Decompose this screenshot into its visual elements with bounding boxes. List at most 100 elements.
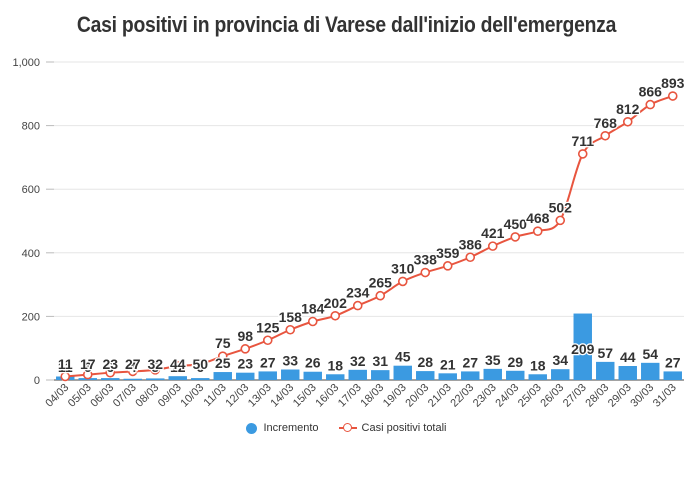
bar [483,368,502,380]
point-value-label: 768 [594,115,618,131]
point-value-label: 17 [80,356,96,372]
line-point [600,130,611,141]
x-tick-label: 16/03 [313,382,341,410]
line-point [622,116,633,127]
bar [641,362,660,380]
line-point [217,351,228,361]
point-value-label: 234 [346,285,370,301]
bar [191,378,210,380]
point-value-label: 265 [369,275,393,291]
x-tick-label: 20/03 [403,382,431,410]
y-tick-label: 800 [22,121,40,133]
x-tick-label: 28/03 [583,382,611,410]
bar [348,369,367,380]
x-tick-label: 12/03 [223,382,251,410]
point-value-label: 184 [301,300,325,316]
line-point [330,310,341,321]
bar-value-label: 29 [507,354,523,370]
x-tick-label: 31/03 [651,382,679,410]
x-tick-label: 06/03 [88,382,116,410]
bar [146,378,165,380]
series-line [65,95,674,378]
x-tick-label: 26/03 [538,382,566,410]
bar [213,372,232,380]
point-value-label: 125 [256,319,280,335]
bar [461,371,480,380]
bar [236,372,255,380]
bar [393,365,412,380]
line-point [195,359,206,369]
line-point [487,241,498,251]
bar-value-label: 27 [260,354,276,370]
point-value-label: 202 [324,295,348,311]
bar-value-label: 34 [552,352,568,368]
bar-value-label: 31 [372,353,388,369]
bar-swatch-icon [246,422,258,434]
line-point [375,290,386,301]
line-point [532,226,543,236]
legend-item-line[interactable]: Casi positivi totali [338,422,447,434]
x-tick-label: 04/03 [43,382,71,410]
x-tick-label: 09/03 [156,382,184,410]
line-series [60,91,678,382]
x-tick-label: 17/03 [336,382,364,410]
bar-value-label: 6 [84,359,92,375]
line-swatch-icon [338,422,357,434]
x-tick-label: 10/03 [178,382,206,410]
bar-value-label: 45 [395,349,411,365]
line-point [240,344,251,354]
bar [551,369,570,380]
y-tick-label: 0 [34,375,40,387]
bar-value-label: 32 [350,353,366,369]
point-value-label: 338 [414,252,438,268]
bar-value-label: 21 [440,356,456,372]
bar-value-label: 4 [129,359,137,375]
bar-value-label: 12 [170,359,186,375]
bar [123,378,142,380]
line-point [172,361,183,371]
bar-value-label: 27 [462,354,478,370]
bar-value-label: 18 [327,357,343,373]
point-value-label: 75 [215,335,231,351]
line-point [150,365,161,375]
point-value-label: 44 [170,356,186,372]
bar-value-label: 33 [282,353,298,369]
x-tick-label: 29/03 [606,382,634,410]
x-tick-label: 22/03 [448,382,476,410]
x-tick-label: 18/03 [358,382,386,410]
line-point [442,261,453,271]
chart-title: Casi positivi in provincia di Varese dal… [76,12,617,37]
bar [258,371,277,380]
y-tick-label: 600 [22,184,40,196]
x-tick-label: 15/03 [291,382,319,410]
bar-value-label: 23 [237,356,253,372]
bar [528,374,547,380]
point-value-label: 23 [102,356,118,372]
line-point [667,91,678,101]
bar [618,366,637,380]
line-point [577,149,588,159]
bar-value-label: 27 [665,354,681,370]
line-point [285,324,296,335]
y-tick-label: 200 [22,311,40,323]
bar [303,371,322,380]
bar-value-label: 6 [106,359,114,375]
bar-value-label: 18 [530,357,546,373]
y-tick-label: 1,000 [12,57,40,69]
line-point [645,99,656,110]
line-point [352,300,363,311]
bar [101,378,120,380]
bar [573,313,592,380]
x-tick-label: 23/03 [471,382,499,410]
line-point [465,252,476,263]
point-value-label: 866 [639,84,663,100]
line-point [555,215,566,226]
legend-item-bar[interactable]: Incremento [246,422,319,434]
point-value-label: 421 [481,225,505,241]
line-point [510,232,521,242]
x-tick-label: 14/03 [268,382,296,410]
line-point [105,367,116,378]
point-value-label: 812 [616,101,640,117]
point-value-label: 11 [58,356,73,372]
